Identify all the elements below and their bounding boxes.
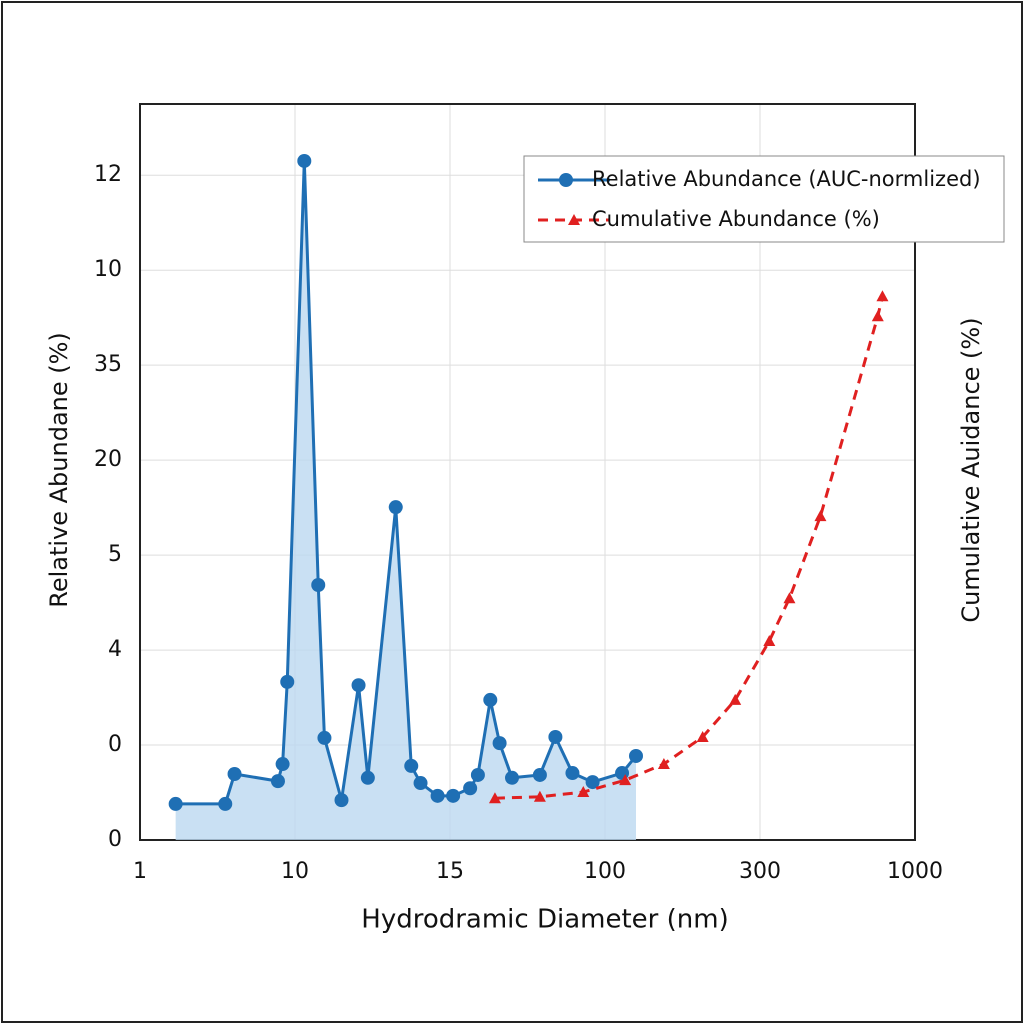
marker: [696, 730, 709, 742]
marker: [488, 792, 501, 804]
x-tick-label: 1: [133, 859, 147, 884]
marker: [334, 793, 349, 808]
marker: [505, 770, 519, 785]
y-tick-label: 20: [94, 447, 122, 472]
marker: [565, 766, 580, 781]
marker: [227, 766, 242, 781]
y-tick-label: 0: [108, 732, 122, 757]
x-tick-label: 300: [739, 859, 781, 884]
marker: [619, 774, 632, 786]
marker: [492, 736, 507, 751]
area: [175, 160, 636, 840]
marker: [430, 788, 445, 803]
marker: [280, 674, 295, 689]
x-tick-label: 15: [436, 859, 464, 884]
marker: [871, 310, 884, 322]
y2-axis-label: Cumulative Auidance (%): [957, 317, 985, 622]
marker: [463, 781, 478, 796]
marker: [763, 635, 776, 647]
x-axis-label: Hydrodramic Diameter (nm): [361, 905, 728, 935]
legend-marker: [568, 214, 580, 225]
marker: [585, 775, 600, 790]
legend-label: Cumulative Abundance (%): [592, 207, 880, 231]
marker: [548, 729, 563, 744]
marker: [168, 796, 183, 811]
marker: [317, 730, 332, 745]
marker: [404, 758, 419, 773]
legend-label: Relative Abundance (AUC-normlized): [592, 167, 981, 191]
marker: [532, 767, 547, 782]
series-line: [494, 295, 884, 800]
x-tick-label: 100: [584, 859, 626, 884]
y-tick-label: 10: [94, 257, 122, 282]
y-tick-label: 5: [108, 542, 122, 567]
marker: [275, 757, 290, 772]
marker: [483, 692, 498, 707]
y-axis-label: Relative Abundane (%): [45, 332, 73, 608]
marker: [814, 510, 827, 522]
marker: [657, 758, 670, 770]
marker: [297, 153, 312, 168]
marker: [270, 774, 285, 789]
series-line: [175, 160, 638, 806]
marker: [388, 500, 403, 515]
y-tick-label: 35: [94, 352, 122, 377]
y-tick-label: 12: [94, 162, 122, 187]
marker: [533, 790, 546, 802]
marker: [413, 776, 428, 791]
marker: [876, 290, 889, 302]
y-tick-label: 0: [108, 827, 122, 852]
marker: [351, 678, 366, 693]
marker: [446, 788, 461, 803]
x-tick-label: 1000: [887, 859, 943, 884]
marker: [360, 770, 375, 785]
marker: [729, 693, 742, 705]
marker: [218, 796, 233, 811]
marker: [311, 578, 326, 593]
x-tick-label: 10: [281, 859, 309, 884]
marker: [629, 748, 643, 763]
marker: [470, 767, 485, 782]
y-tick-label: 4: [108, 637, 122, 662]
marker: [783, 592, 796, 604]
marker: [577, 786, 590, 798]
legend-box: [523, 155, 1005, 243]
legend-marker: [559, 173, 573, 187]
